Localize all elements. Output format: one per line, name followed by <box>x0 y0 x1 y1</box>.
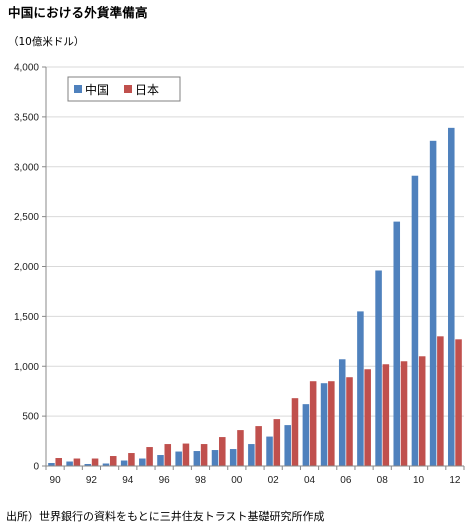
bar-china-10 <box>411 175 419 467</box>
x-tick-label: 06 <box>340 475 352 486</box>
bar-china-08 <box>375 270 382 466</box>
bar-china-98 <box>193 451 201 466</box>
x-tick-label: 08 <box>377 475 389 486</box>
bar-japan-00 <box>237 430 244 466</box>
bar-china-97 <box>175 451 182 466</box>
y-tick-label: 500 <box>22 412 39 423</box>
bar-japan-05 <box>328 381 335 466</box>
legend-label-japan: 日本 <box>135 83 159 97</box>
bar-japan-94 <box>128 453 135 466</box>
legend-swatch-china <box>74 85 82 93</box>
x-tick-label: 04 <box>304 475 316 486</box>
y-tick-label: 2,500 <box>14 212 39 223</box>
bar-china-95 <box>139 458 146 466</box>
x-tick-label: 10 <box>413 475 425 486</box>
bar-japan-07 <box>364 369 371 466</box>
bar-japan-91 <box>73 458 81 466</box>
bar-japan-02 <box>273 419 281 466</box>
y-tick-label: 3,500 <box>14 112 39 123</box>
bar-japan-11 <box>437 336 444 466</box>
legend-label-china: 中国 <box>85 82 109 97</box>
legend-box <box>67 76 181 102</box>
bar-china-06 <box>338 359 346 466</box>
x-tick-label: 90 <box>50 475 62 486</box>
x-tick-label: 94 <box>122 475 134 486</box>
bar-japan-96 <box>164 444 172 466</box>
bar-china-93 <box>102 463 110 466</box>
bar-china-90 <box>48 463 55 466</box>
y-tick-label: 4,000 <box>14 63 39 74</box>
bar-china-12 <box>448 127 455 466</box>
bar-japan-03 <box>291 398 299 466</box>
bar-japan-98 <box>200 444 208 466</box>
x-tick-label: 00 <box>231 475 243 486</box>
y-tick-label: 1,500 <box>14 312 39 323</box>
x-tick-label: 98 <box>195 475 207 486</box>
legend: 中国 日本 <box>67 76 181 102</box>
bar-china-09 <box>393 221 401 466</box>
bar-china-00 <box>229 449 237 466</box>
bar-china-05 <box>320 383 328 466</box>
bars <box>48 127 462 467</box>
bar-japan-99 <box>219 437 226 466</box>
chart-title: 中国における外貨準備高 <box>8 5 148 20</box>
legend-swatch-japan <box>124 85 132 93</box>
bar-china-99 <box>211 450 219 466</box>
bar-china-02 <box>266 436 273 466</box>
bar-japan-92 <box>91 458 99 466</box>
bar-japan-90 <box>55 458 62 466</box>
bar-japan-93 <box>109 456 117 466</box>
y-tick-label: 0 <box>33 462 39 473</box>
bar-china-11 <box>429 140 437 466</box>
unit-label: （10億米ドル） <box>8 36 85 48</box>
bar-china-92 <box>84 464 92 466</box>
x-tick-label: 96 <box>159 475 171 486</box>
y-axis-ticks: 0 500 1,000 1,500 2,000 2,500 3,000 3,500 4,000 <box>14 63 46 473</box>
y-tick-label: 2,000 <box>14 262 39 273</box>
x-tick-label: 12 <box>449 475 461 486</box>
y-tick-label: 3,000 <box>14 162 39 173</box>
x-axis-ticks: 90 92 94 96 98 00 02 04 06 08 10 12 <box>45 466 465 486</box>
source-note: 出所）世界銀行の資料をもとに三井住友トラスト基礎研究所作成 <box>6 510 325 523</box>
bar-china-91 <box>66 461 73 466</box>
bar-japan-04 <box>309 381 317 466</box>
bar-japan-09 <box>400 361 408 466</box>
bar-japan-08 <box>382 364 390 466</box>
bar-japan-97 <box>182 443 190 466</box>
bar-china-03 <box>284 425 291 466</box>
x-tick-label: 92 <box>86 475 98 486</box>
bar-china-96 <box>157 455 164 466</box>
bar-china-04 <box>302 404 310 466</box>
x-tick-label: 02 <box>268 475 280 486</box>
bar-japan-12 <box>455 339 462 466</box>
bar-japan-06 <box>346 377 353 466</box>
bar-china-01 <box>248 444 255 466</box>
bar-japan-10 <box>418 356 426 466</box>
y-tick-label: 1,000 <box>14 362 39 373</box>
bar-japan-95 <box>146 447 153 466</box>
bar-china-07 <box>357 311 364 466</box>
bar-japan-01 <box>255 426 262 466</box>
bar-china-94 <box>120 460 128 466</box>
axes <box>45 67 464 467</box>
